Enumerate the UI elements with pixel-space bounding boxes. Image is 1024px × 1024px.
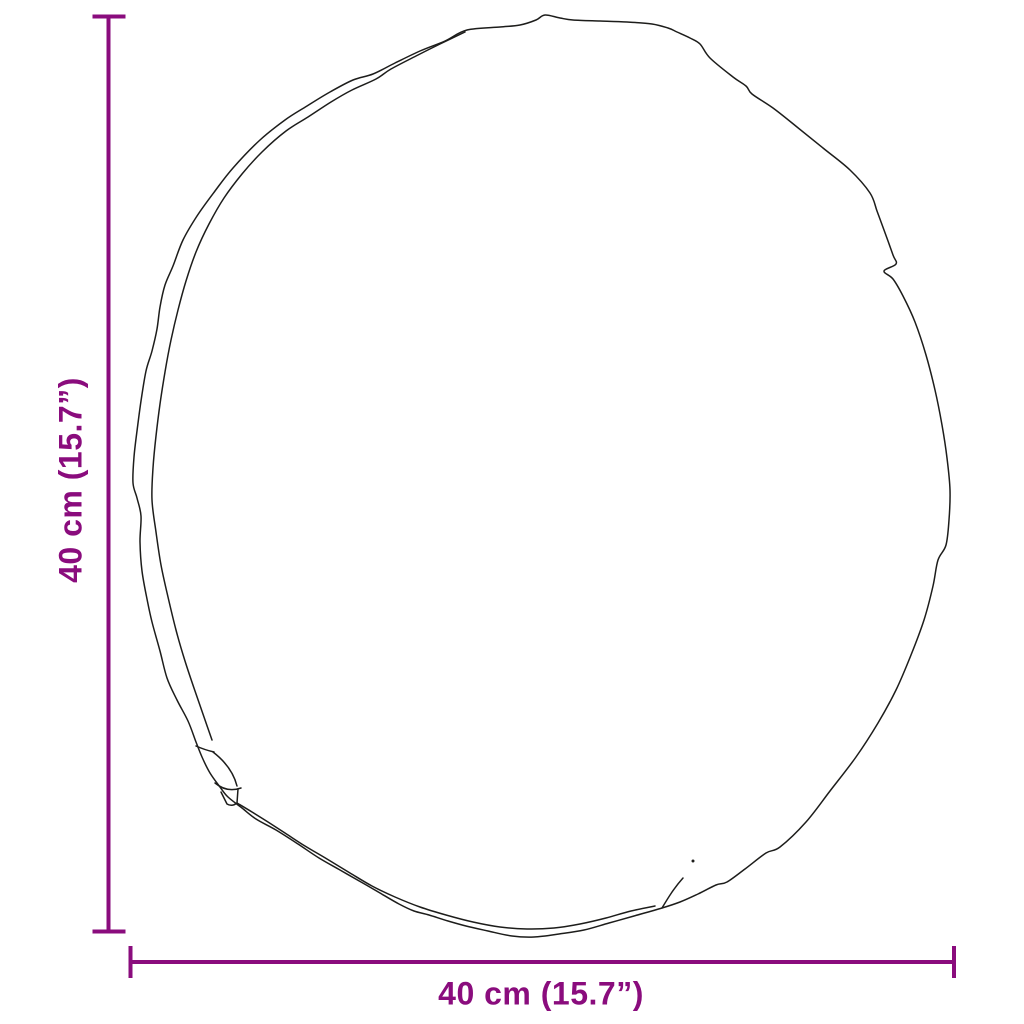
cushion-seam-upper bbox=[151, 31, 466, 741]
cushion-outline bbox=[132, 14, 951, 938]
pleat-pod-edge bbox=[212, 751, 238, 787]
cushion-seam-lower bbox=[236, 802, 656, 930]
stitch-dot bbox=[691, 859, 695, 863]
cushion-sketch bbox=[132, 14, 951, 938]
pleat-foot bbox=[220, 788, 239, 807]
seam-branch bbox=[661, 877, 684, 909]
vertical-dimension bbox=[92, 14, 126, 934]
vertical-dimension-label: 40 cm (15.7”) bbox=[52, 377, 89, 583]
pleat-detail bbox=[195, 745, 242, 807]
horizontal-dimension bbox=[128, 946, 956, 978]
horizontal-dimension-label: 40 cm (15.7”) bbox=[438, 975, 644, 1012]
